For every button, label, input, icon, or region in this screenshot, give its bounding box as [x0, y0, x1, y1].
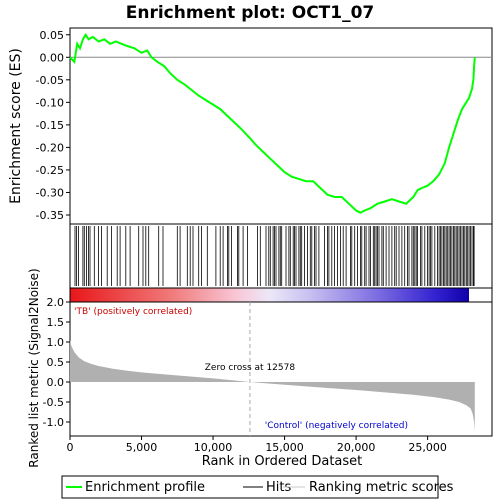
- top-y-tick-label: 0.00: [40, 51, 65, 64]
- top-y-tick-label: -0.10: [36, 96, 64, 109]
- bottom-y-tick-label: 2.0: [47, 296, 65, 309]
- top-y-tick-label: -0.30: [36, 186, 64, 199]
- rank-gradient-bar: [70, 288, 469, 302]
- bottom-y-tick-label: 1.5: [47, 316, 65, 329]
- x-tick-label: 15,000: [265, 441, 304, 454]
- x-tick-label: 25,000: [408, 441, 447, 454]
- x-tick-label: 5,000: [126, 441, 158, 454]
- bottom-y-tick-label: 0.5: [47, 356, 65, 369]
- zero-cross-label: Zero cross at 12578: [205, 363, 296, 373]
- bottom-y-tick-label: 0.0: [47, 376, 65, 389]
- top-y-tick-label: -0.05: [36, 74, 64, 87]
- bottom-y-tick-label: 1.0: [47, 336, 65, 349]
- x-tick-label: 20,000: [337, 441, 376, 454]
- x-tick-label: 0: [67, 441, 74, 454]
- top-y-tick-label: -0.25: [36, 164, 64, 177]
- bottom-y-tick-label: -1.0: [43, 416, 64, 429]
- legend-label-enrichment-profile: Enrichment profile: [85, 480, 205, 495]
- legend-label-ranking-metric: Ranking metric scores: [309, 480, 454, 495]
- bottom-y-axis-label: Ranked list metric (Signal2Noise): [27, 268, 41, 467]
- top-y-axis-label: Enrichment score (ES): [8, 48, 24, 204]
- chart-title: Enrichment plot: OCT1_07: [126, 3, 375, 23]
- top-y-tick-label: -0.20: [36, 141, 64, 154]
- top-y-tick-label: 0.05: [40, 29, 65, 42]
- top-y-tick-label: -0.15: [36, 119, 64, 132]
- positive-correlation-label: 'TB' (positively correlated): [74, 307, 192, 317]
- x-axis-label: Rank in Ordered Dataset: [202, 454, 363, 469]
- top-y-tick-label: -0.35: [36, 209, 64, 222]
- x-tick-label: 10,000: [194, 441, 233, 454]
- negative-correlation-label: 'Control' (negatively correlated): [265, 421, 408, 431]
- bottom-y-tick-label: -0.5: [43, 396, 64, 409]
